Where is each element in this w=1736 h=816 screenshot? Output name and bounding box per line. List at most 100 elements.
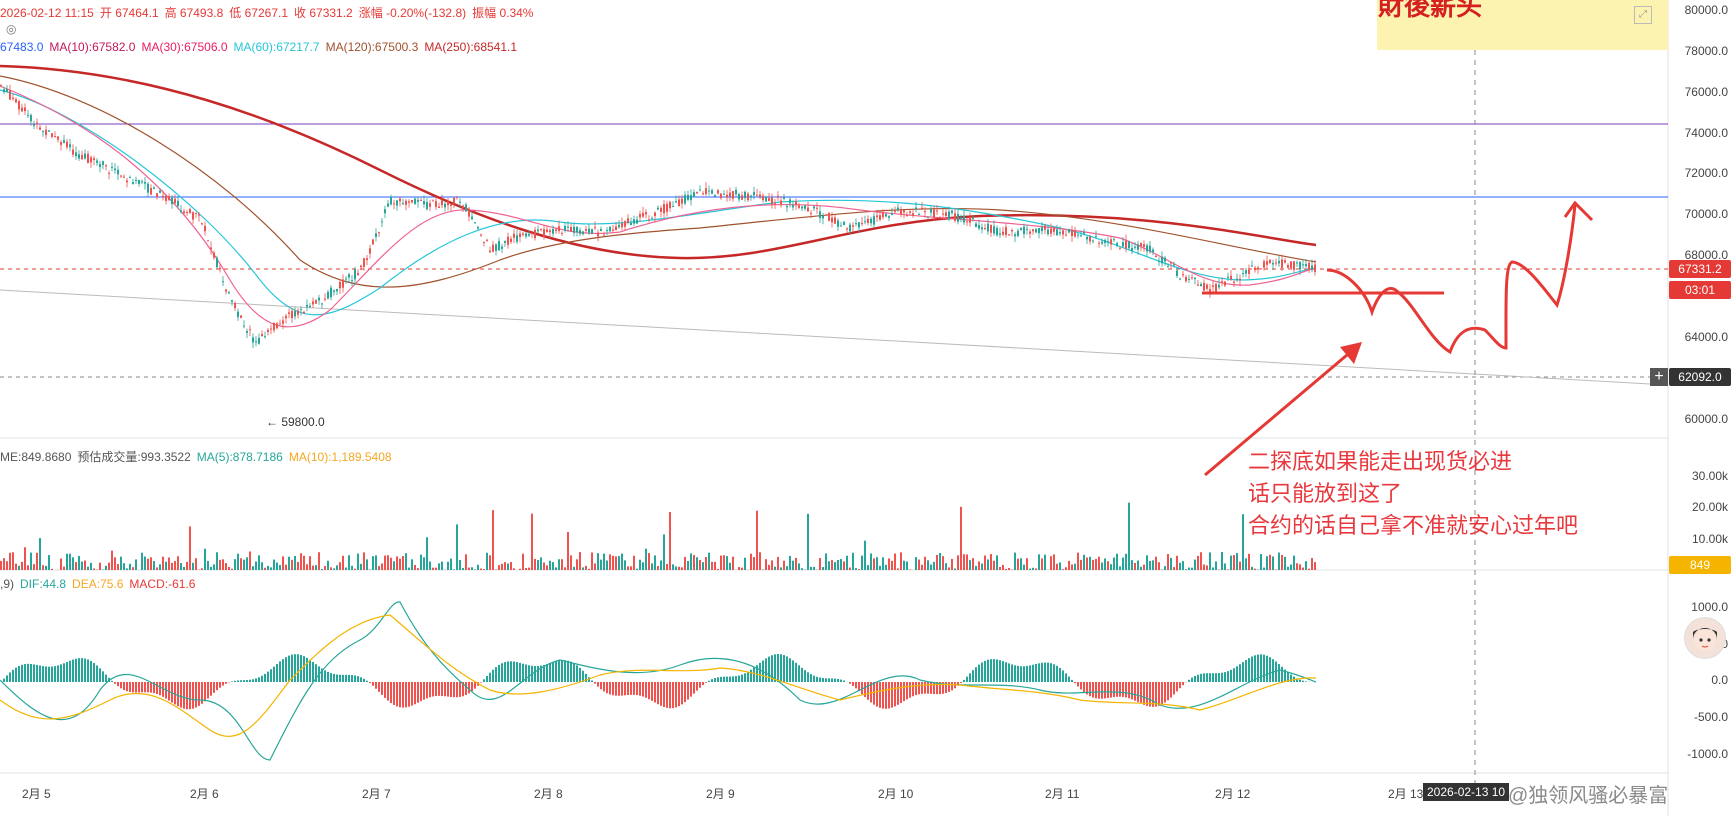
volume-bar [954,568,956,570]
candle-body [1122,242,1124,247]
volume-legend: ME:849.8680 预估成交量:993.3522 MA(5):878.7186 M… [0,448,398,465]
volume-bar [72,557,74,570]
macd-bar [885,682,887,709]
volume-bar [1239,561,1241,570]
candle-body [633,219,635,224]
macd-bar [63,663,65,682]
candle-body [57,136,59,140]
volume-bar [1299,564,1301,570]
candle-body [1035,228,1037,233]
candle-body [1101,241,1103,244]
candle-body [1038,227,1040,234]
candle-body [489,250,491,253]
candle-body [192,212,194,220]
candle-body [1221,281,1223,283]
volume-bar [891,560,893,570]
macd-bar [639,682,641,696]
macd-bar [528,665,530,682]
candle-body [810,212,812,214]
macd-bar [1152,682,1154,707]
candle-body [1032,229,1034,232]
volume-bar [195,558,197,570]
volume-bar [18,565,20,570]
candle-body [522,233,524,235]
candle-body [438,206,440,208]
candle-body [393,203,395,205]
macd-bar [675,682,677,708]
macd-bar [975,667,977,682]
macd-bar [648,682,650,700]
visibility-icon[interactable]: ◎ [6,22,17,36]
add-level-button[interactable]: + [1650,368,1668,386]
volume-bar [1071,564,1073,570]
candle-body [963,215,965,223]
volume-bar [1248,553,1250,570]
ma30-line [0,85,1317,328]
candle-body [1023,226,1025,235]
macd-bar [429,682,431,698]
candle-body [954,213,956,221]
volume-bar [429,561,431,570]
volume-bar [711,561,713,570]
macd-bar [225,682,227,684]
macd-bar [303,656,305,682]
macd-bar [156,682,158,695]
volume-bar [102,569,104,570]
volume-bar [792,560,794,570]
avatar[interactable] [1684,617,1726,659]
volume-bar [936,554,938,570]
candle-body [1131,248,1133,252]
candle-body [1077,234,1079,236]
candle-body [1176,270,1178,276]
volume-bar [321,568,323,570]
volume-bar [207,560,209,570]
macd-bar [207,682,209,699]
candle-body [84,153,86,159]
macd-bar [357,676,359,682]
candle-body [699,189,701,191]
volume-bar [618,556,620,570]
macd-bar [690,682,692,697]
volume-bar [705,557,707,570]
volume-bar [759,552,761,570]
macd-bar [570,661,572,682]
macd-bar [654,682,656,703]
macd-bar [1092,682,1094,698]
volume-bar [99,562,101,570]
candle-body [1107,241,1109,243]
macd-bar [879,682,881,708]
macd-bar [1062,670,1064,682]
candle-body [621,223,623,228]
macd-bar [315,664,317,682]
candle-body [327,291,329,299]
candle-body [915,207,917,210]
candle-body [690,195,692,201]
volume-bar [681,567,683,570]
macd-bar [1080,682,1082,690]
volume-bar [1104,558,1106,570]
macd-bar [1290,674,1292,682]
volume-bar [822,567,824,570]
macd-bar [1278,664,1280,682]
macd-bar [396,682,398,707]
macd-bar [750,669,752,682]
volume-bar [474,569,476,570]
volume-bar [120,556,122,570]
macd-bar [840,679,842,682]
candle-body [201,223,203,225]
expand-icon[interactable]: ⤢ [1634,6,1652,24]
macd-bar [942,682,944,694]
volume-bar [960,506,962,570]
candle-body [711,190,713,194]
candle-body [27,114,29,116]
volume-bar [636,568,638,570]
macd-bar [1161,682,1163,705]
volume-bar [906,561,908,570]
macd-bar [294,654,296,682]
macd-bar [1182,682,1184,686]
macd-bar [963,679,965,682]
macd-bar [894,682,896,707]
volume-bar [903,560,905,570]
volume-bar [168,557,170,570]
